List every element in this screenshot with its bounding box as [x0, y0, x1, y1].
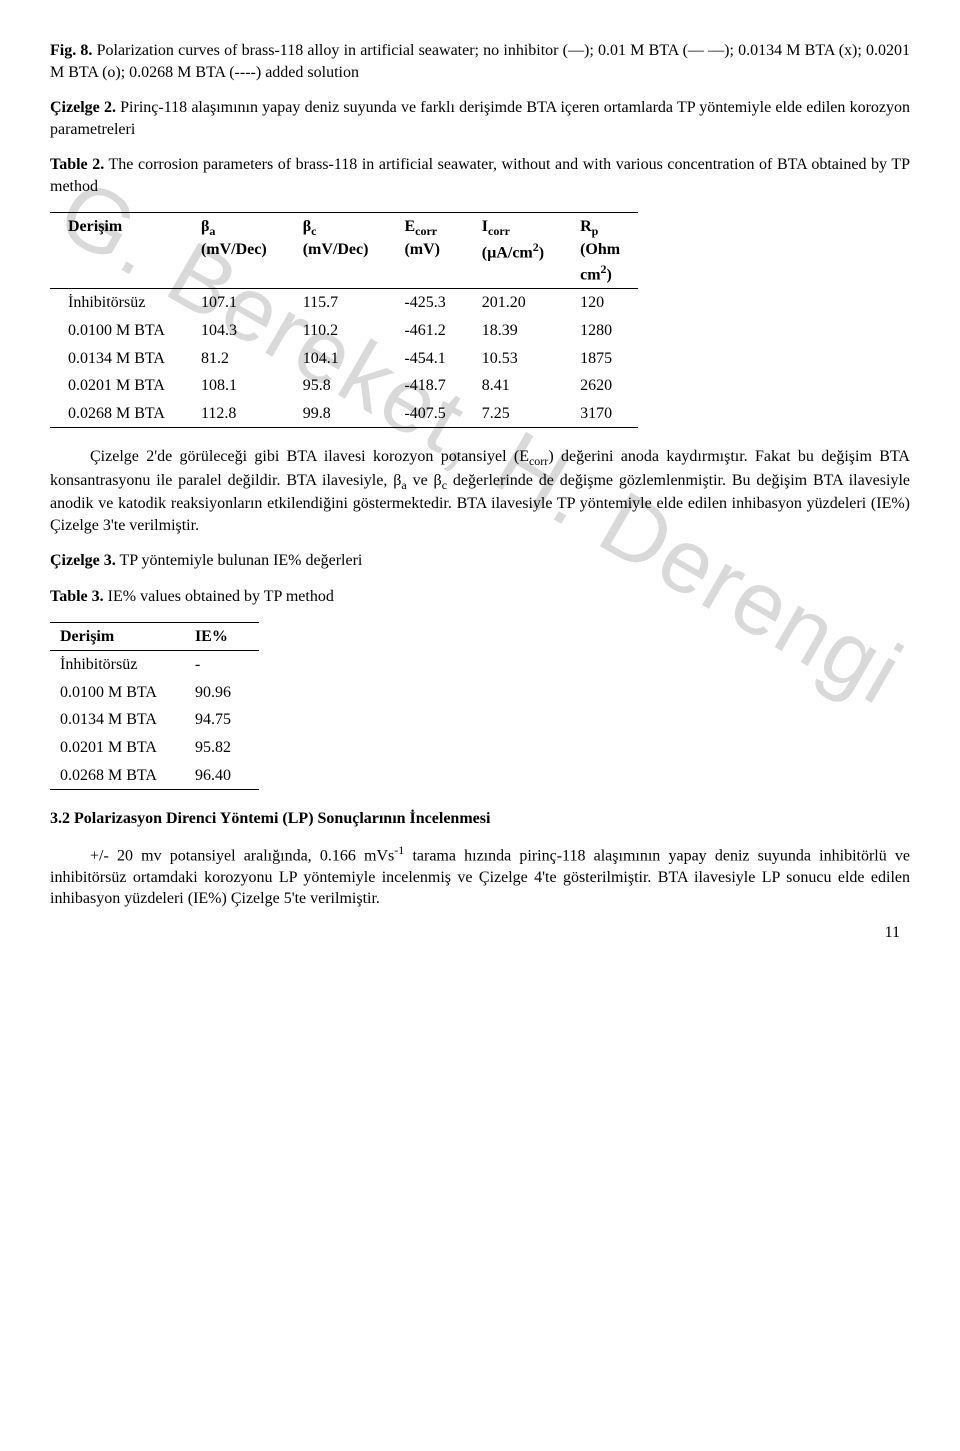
fig8-text: Polarization curves of brass-118 alloy i… — [50, 42, 910, 81]
table2-h4: Icorr (µA/cm2) — [464, 212, 562, 289]
table-row: 0.0134 M BTA 94.75 — [50, 706, 259, 734]
table3-caption: Table 3. IE% values obtained by TP metho… — [50, 586, 910, 608]
table2-h5: Rp (Ohm cm2) — [562, 212, 638, 289]
cizelge3-caption: Çizelge 3. TP yöntemiyle bulunan IE% değ… — [50, 550, 910, 572]
table2-h3: Ecorr (mV) — [386, 212, 463, 289]
table2-caption: Table 2. The corrosion parameters of bra… — [50, 154, 910, 197]
discussion-paragraph-2: +/- 20 mv potansiyel aralığında, 0.166 m… — [50, 842, 910, 910]
table3-label: Table 3. — [50, 588, 104, 605]
fig8-label: Fig. 8. — [50, 42, 92, 59]
table-row: 0.0201 M BTA 108.1 95.8 -418.7 8.41 2620 — [50, 372, 638, 400]
table-row: 0.0268 M BTA 112.8 99.8 -407.5 7.25 3170 — [50, 400, 638, 428]
table2-text: The corrosion parameters of brass-118 in… — [50, 156, 910, 195]
table3: Derişim IE% İnhibitörsüz - 0.0100 M BTA … — [50, 622, 259, 791]
table-row: İnhibitörsüz 107.1 115.7 -425.3 201.20 1… — [50, 289, 638, 317]
cizelge2-text: Pirinç-118 alaşımının yapay deniz suyund… — [50, 99, 910, 138]
table-row: 0.0100 M BTA 90.96 — [50, 679, 259, 707]
section-3-2-heading: 3.2 Polarizasyon Direnci Yöntemi (LP) So… — [50, 808, 910, 830]
table2: Derişim βa (mV/Dec) βc (mV/Dec) Ecorr (m… — [50, 212, 638, 429]
table3-h1: IE% — [185, 622, 259, 651]
table2-h2: βc (mV/Dec) — [285, 212, 387, 289]
table3-h0: Derişim — [50, 622, 185, 651]
table2-label: Table 2. — [50, 156, 104, 173]
table-row: İnhibitörsüz - — [50, 651, 259, 679]
cizelge2-caption: Çizelge 2. Pirinç-118 alaşımının yapay d… — [50, 97, 910, 140]
table-row: 0.0201 M BTA 95.82 — [50, 734, 259, 762]
table-row: 0.0268 M BTA 96.40 — [50, 762, 259, 790]
table3-text: IE% values obtained by TP method — [104, 588, 334, 605]
cizelge2-label: Çizelge 2. — [50, 99, 116, 116]
table2-h0: Derişim — [50, 212, 183, 289]
table-row: 0.0100 M BTA 104.3 110.2 -461.2 18.39 12… — [50, 317, 638, 345]
cizelge3-text: TP yöntemiyle bulunan IE% değerleri — [116, 552, 363, 569]
discussion-paragraph-1: Çizelge 2'de görüleceği gibi BTA ilavesi… — [50, 446, 910, 536]
page-number: 11 — [885, 922, 900, 944]
cizelge3-label: Çizelge 3. — [50, 552, 116, 569]
table-row: 0.0134 M BTA 81.2 104.1 -454.1 10.53 187… — [50, 345, 638, 373]
table2-h1: βa (mV/Dec) — [183, 212, 285, 289]
fig8-caption: Fig. 8. Polarization curves of brass-118… — [50, 40, 910, 83]
